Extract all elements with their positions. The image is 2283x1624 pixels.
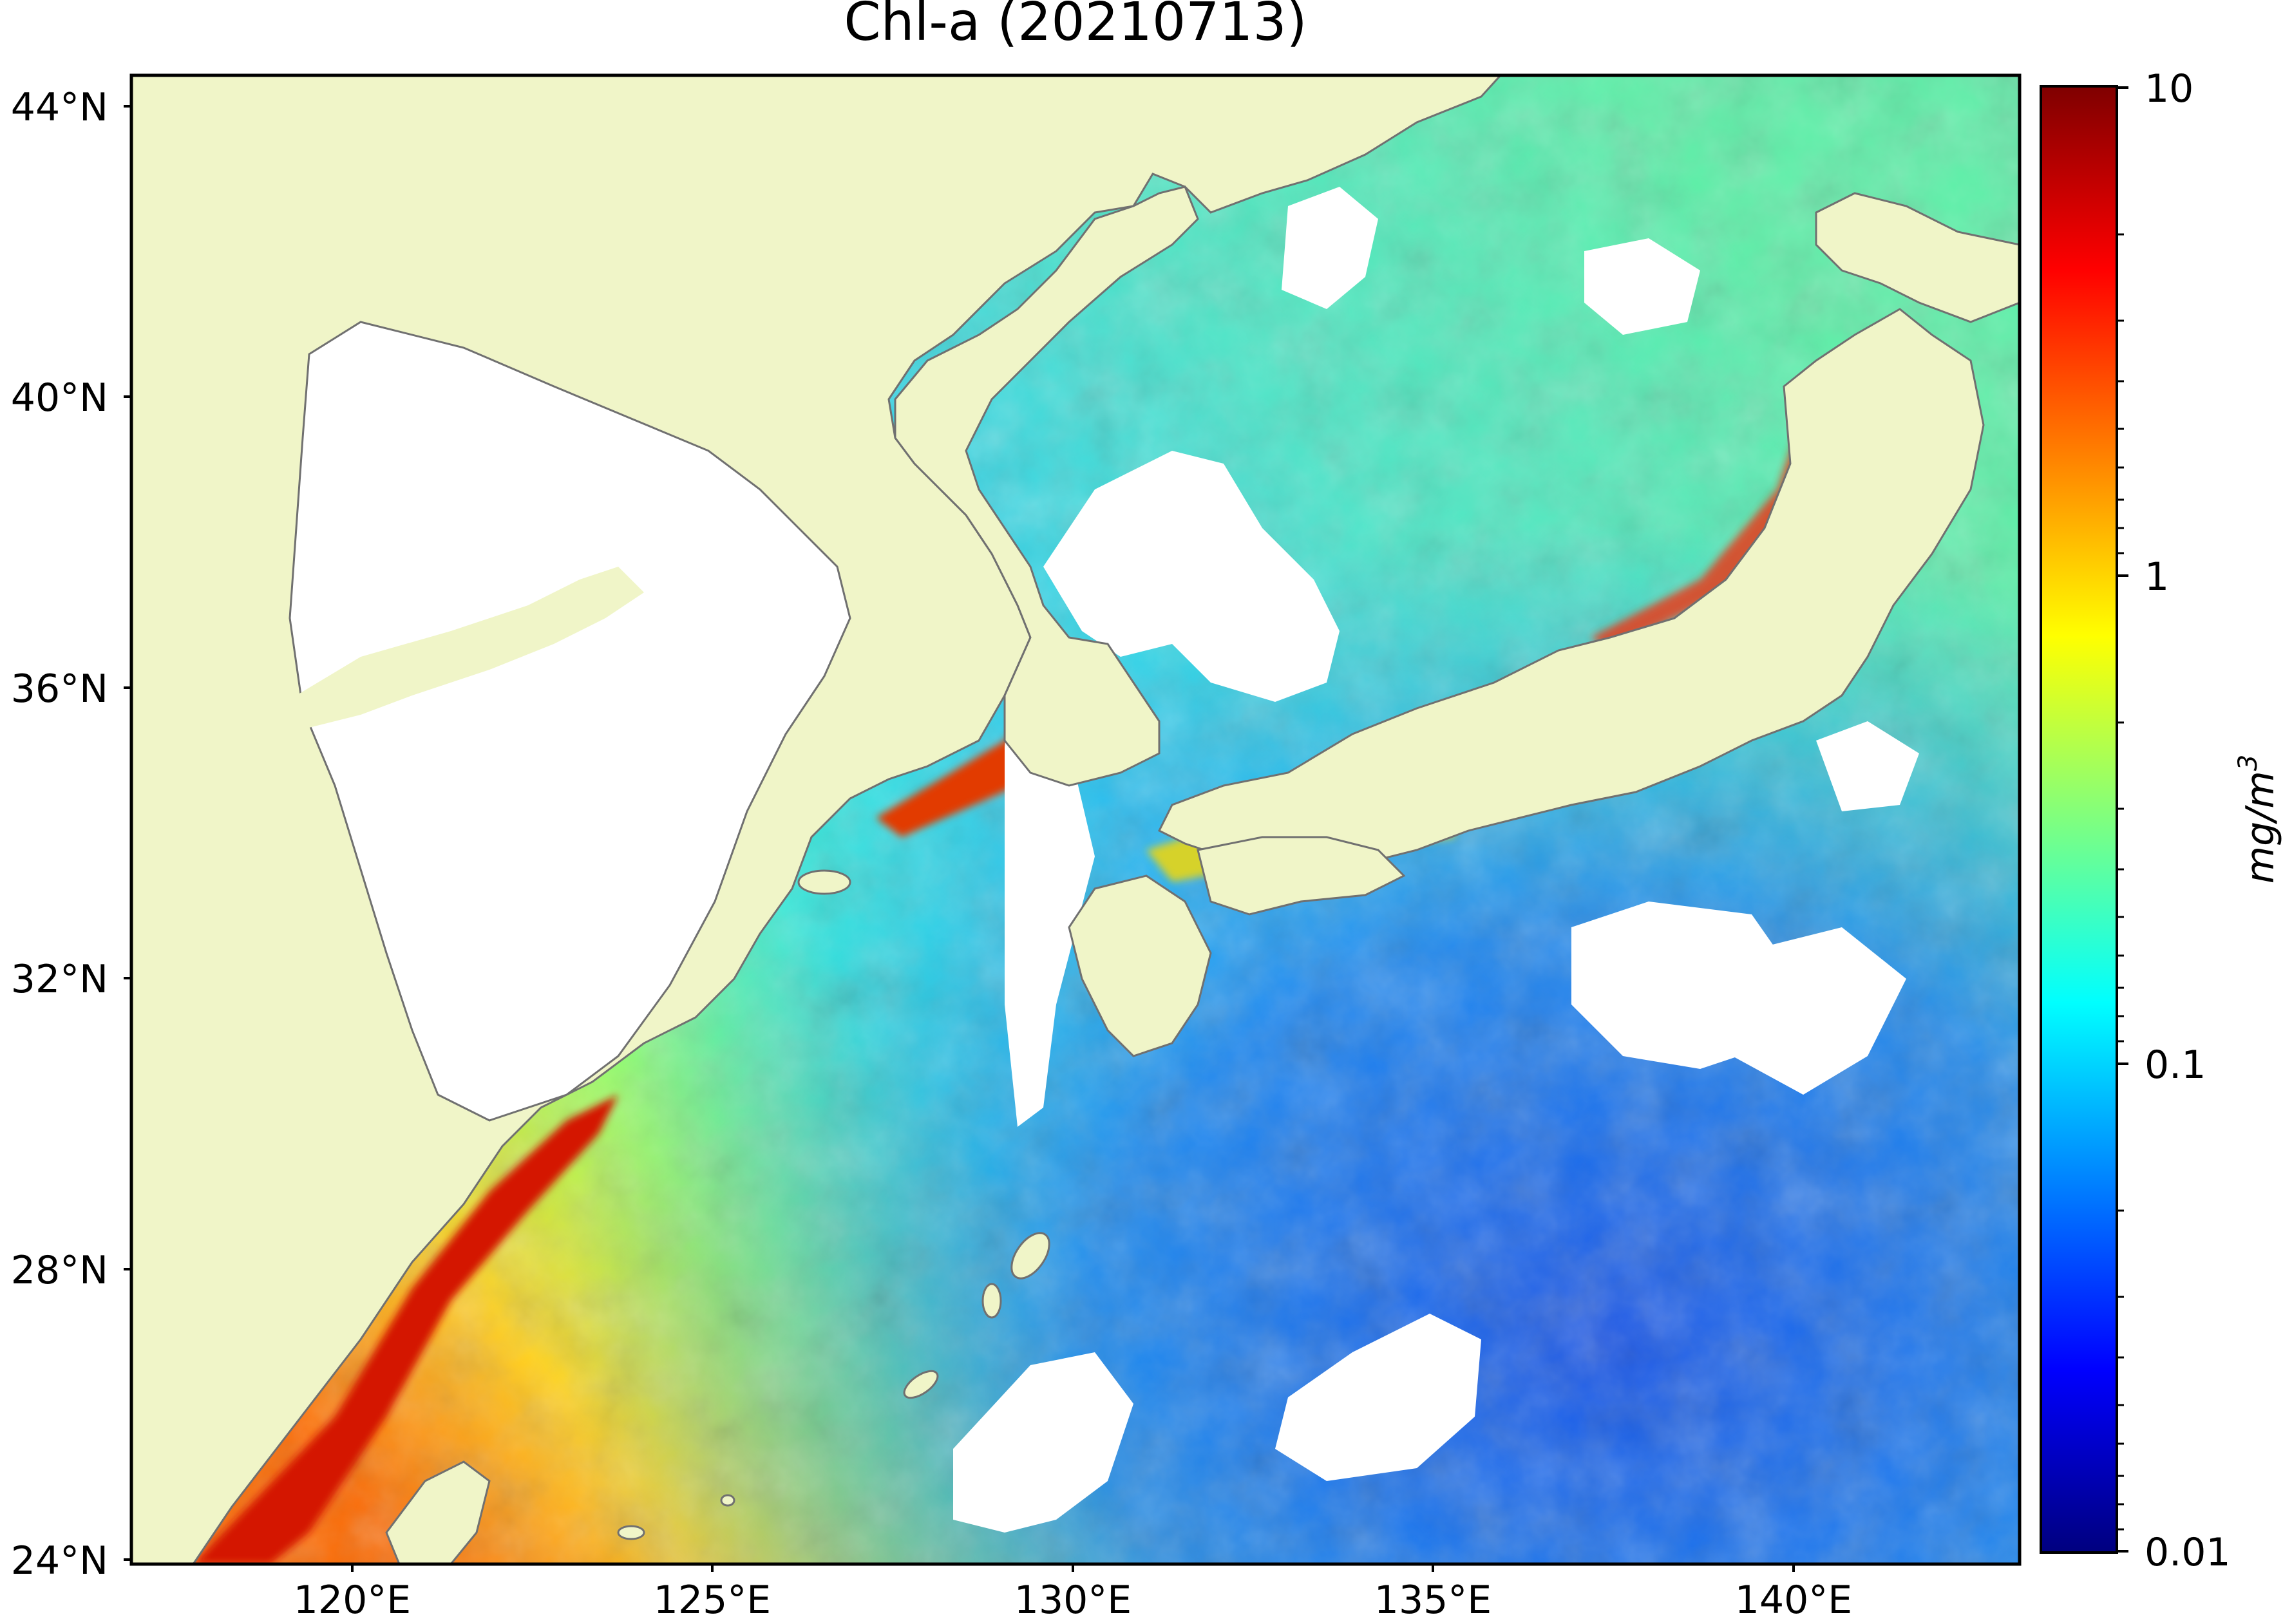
lat-tick-label: 44°N	[11, 85, 108, 130]
colorbar-unit-label: mg/m3	[2233, 755, 2283, 884]
shikoku-island	[1197, 836, 1406, 916]
ryukyu-island	[1010, 1232, 1050, 1279]
colorbar-tick-label: 0.01	[2145, 1530, 2231, 1575]
colorbar-tick-label: 0.1	[2145, 1043, 2206, 1088]
shandong-peninsula	[296, 567, 644, 728]
colorbar-tick-label: 10	[2145, 66, 2193, 111]
taiwan-island	[385, 1460, 491, 1564]
lon-tick-label: 120°E	[294, 1578, 411, 1623]
colorbar-frame	[2040, 85, 2118, 1554]
cloud-nodata-mask	[290, 187, 1919, 1533]
colorbar-unit-base: mg/m	[2238, 771, 2283, 883]
lat-tick-label: 28°N	[11, 1248, 108, 1293]
ryukyu-island	[981, 1283, 1002, 1319]
yellow-sea-coast-bloom	[876, 670, 1069, 837]
map-frame	[129, 73, 2022, 1566]
colorbar-unit-exponent: 3	[2233, 755, 2263, 771]
map-area	[131, 75, 2020, 1564]
lon-tick-label: 130°E	[1014, 1578, 1132, 1623]
lat-tick-label: 36°N	[11, 666, 108, 712]
korean-peninsula	[894, 185, 1199, 787]
latitude-axis: 24°N 28°N 32°N 36°N 40°N 44°N	[11, 85, 131, 1583]
lat-tick-label: 24°N	[11, 1538, 108, 1583]
jeju-island	[797, 869, 851, 895]
land-masses	[131, 75, 2020, 1564]
lat-tick-label: 40°N	[11, 375, 108, 420]
lon-tick-label: 135°E	[1374, 1578, 1492, 1623]
ryukyu-island	[720, 1494, 735, 1507]
lat-tick-label: 32°N	[11, 957, 108, 1002]
china-coast-bloom	[193, 1095, 618, 1564]
kyushu-island	[1068, 874, 1212, 1057]
honshu-island	[1157, 308, 1985, 877]
colorbar-tick-label: 1	[2145, 554, 2169, 600]
hokkaido-island	[1815, 192, 2020, 323]
colorbar-gradient	[2041, 86, 2117, 1553]
map-title: Chl-a (20210713)	[844, 0, 1307, 53]
ryukyu-island	[903, 1370, 939, 1399]
lon-tick-label: 125°E	[654, 1578, 771, 1623]
ryukyu-island	[617, 1525, 645, 1540]
lon-tick-label: 140°E	[1735, 1578, 1852, 1623]
longitude-axis: 120°E 125°E 130°E 135°E 140°E	[294, 1564, 1852, 1623]
colorbar: 10 1 0.1 0.01 mg/m3	[2040, 66, 2283, 1575]
